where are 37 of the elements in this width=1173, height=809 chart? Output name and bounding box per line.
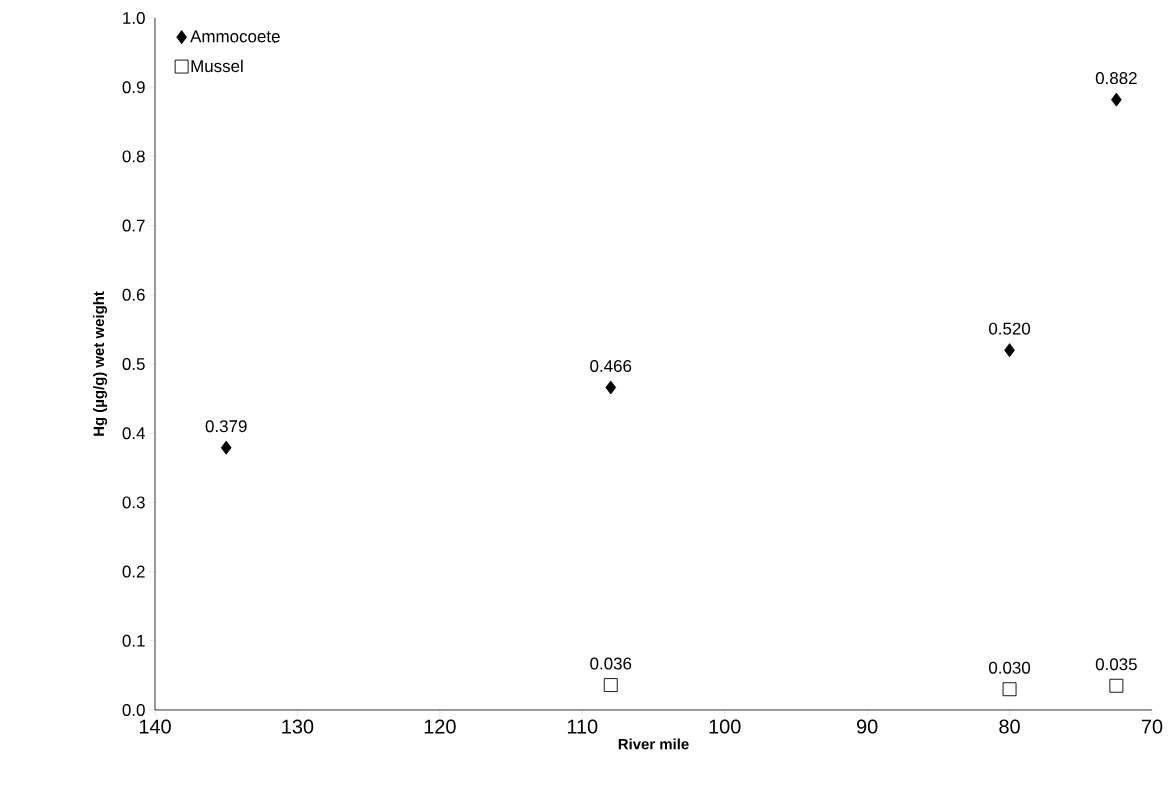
y-tick-label: 0.3 [122,496,145,509]
data-label: 0.466 [590,360,632,372]
y-tick-label: 0.2 [122,565,145,578]
x-tick-label: 120 [424,719,456,734]
y-tick-label: 0.9 [122,81,145,94]
data-label: 0.379 [205,420,247,433]
x-tick-label: 100 [709,719,741,734]
data-label: 0.520 [989,322,1031,335]
x-tick-label: 110 [567,719,598,734]
data-label: 0.030 [989,661,1031,674]
point [605,380,617,395]
x-axis-title: River mile [618,738,689,750]
y-tick-label: 0.8 [122,150,145,163]
legend-label: Mussel [191,59,243,73]
point [603,678,618,693]
x-tick-label: 90 [856,719,878,734]
legend-label: Ammocoete [190,30,280,43]
point [1109,678,1124,693]
x-tick-label: 130 [282,719,314,734]
point [1111,92,1122,107]
x-tick-label: 80 [999,719,1020,734]
point [220,440,232,455]
data-label: 0.882 [1095,72,1137,85]
data-label: 0.036 [590,657,632,670]
y-tick-label: 0.4 [122,427,145,440]
y-tick-label: 0.1 [122,634,145,647]
y-tick-label: 0.5 [122,357,145,370]
x-tick-label: 70 [1141,719,1163,734]
y-tick-label: 0.6 [122,288,145,301]
point [1004,343,1015,358]
data-label: 0.035 [1095,658,1137,671]
y-tick-label: 0.0 [122,703,145,716]
y-tick-label: 1.0 [123,11,145,24]
y-axis-title: Hg (µg/g) wet weight [93,291,108,436]
y-tick-label: 0.7 [122,219,145,232]
x-tick-label: 140 [139,719,171,734]
point [1002,682,1017,697]
